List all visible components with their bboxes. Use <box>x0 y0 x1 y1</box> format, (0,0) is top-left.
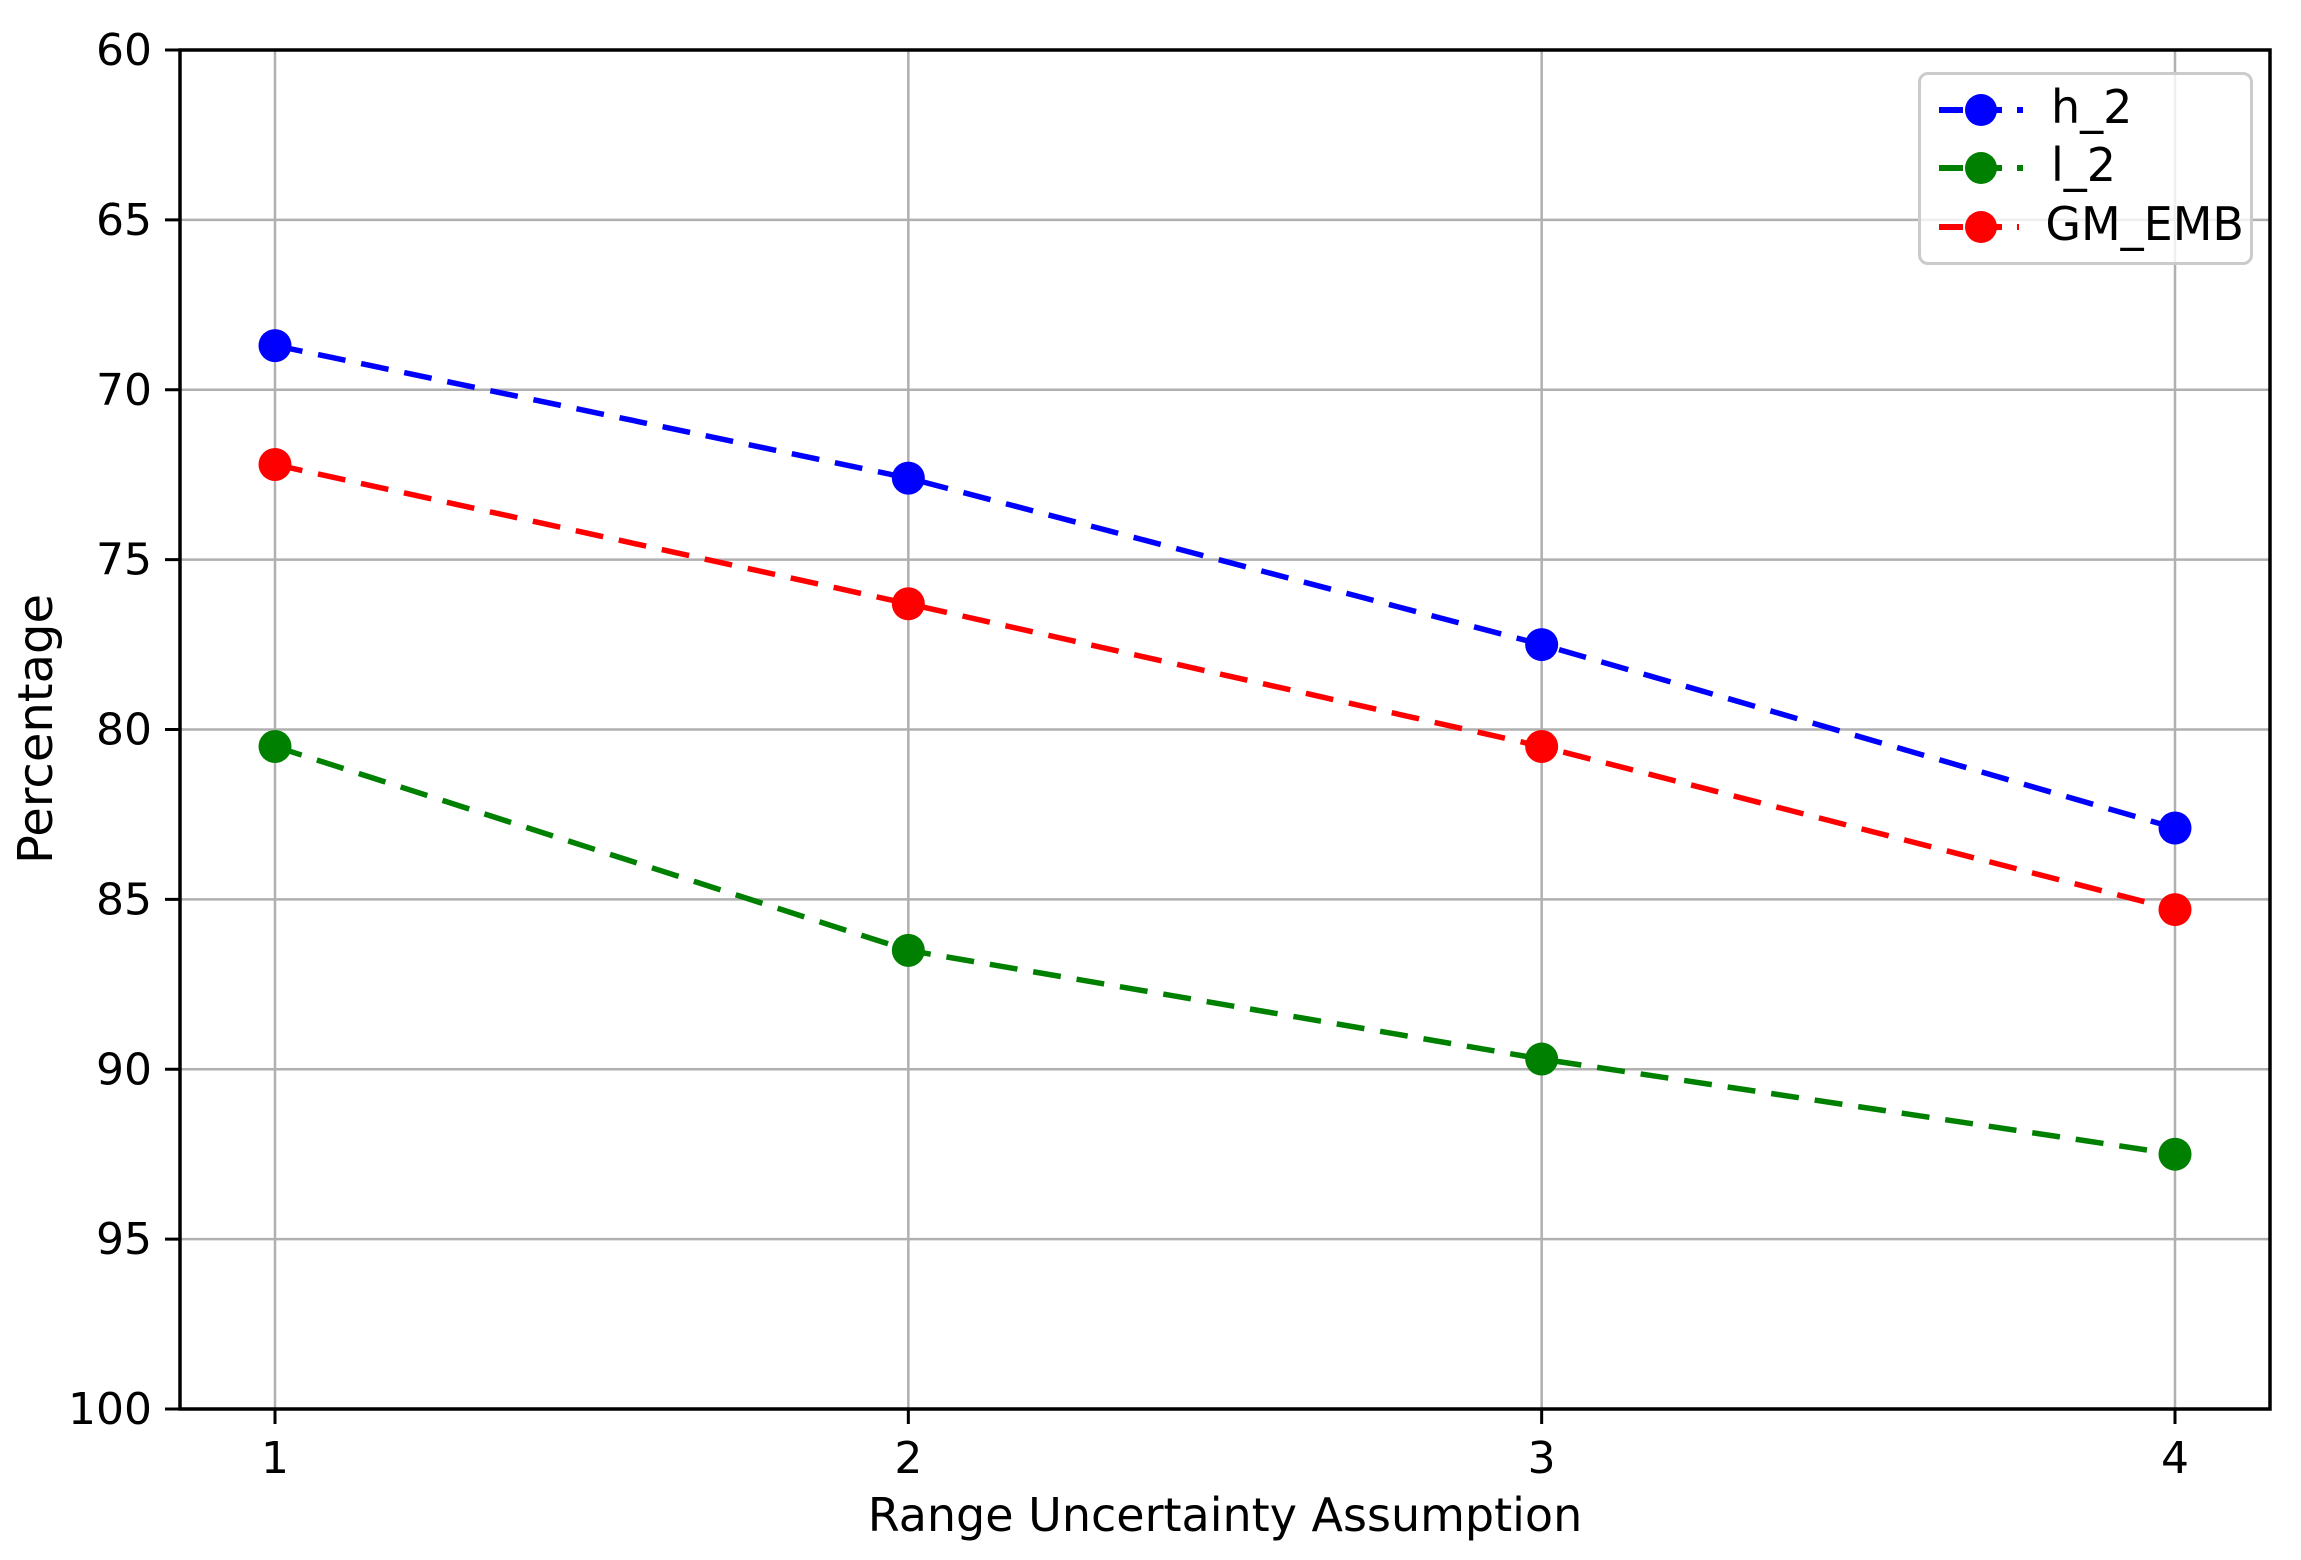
legend-item-h_2: h_2 <box>1937 84 2244 136</box>
x-tick-label: 2 <box>894 1433 922 1484</box>
data-point-l_2-x1 <box>258 729 292 763</box>
legend-label-h_2: h_2 <box>2051 80 2133 135</box>
legend-marker-circle-h_2 <box>1965 94 1997 127</box>
plot-border <box>178 48 2272 1411</box>
legend-label-l_2: l_2 <box>2051 138 2117 193</box>
y-tick-label: 95 <box>96 1214 152 1265</box>
data-point-l_2-x4 <box>2158 1137 2192 1171</box>
series-line-h_2 <box>274 342 2176 831</box>
legend-label-GM_EMB: GM_EMB <box>2045 196 2244 251</box>
legend-item-l_2: l_2 <box>1937 142 2244 194</box>
legend: h_2 l_2 GM_EMB <box>1918 72 2253 265</box>
y-tick-label: 100 <box>68 1384 152 1435</box>
data-point-l_2-x3 <box>1525 1042 1559 1076</box>
y-tick-label: 65 <box>96 195 152 246</box>
data-point-GM_EMB-x4 <box>2158 893 2192 927</box>
data-point-h_2-x4 <box>2158 811 2192 845</box>
x-tick-label: 1 <box>261 1433 289 1484</box>
legend-sample-l_2 <box>1939 152 2023 185</box>
y-tick-label: 90 <box>96 1044 152 1095</box>
y-tick-label: 70 <box>96 365 152 416</box>
data-point-h_2-x3 <box>1525 628 1559 662</box>
y-tick-label: 75 <box>96 535 152 586</box>
data-point-GM_EMB-x2 <box>891 587 925 621</box>
legend-sample-GM_EMB <box>1939 210 2020 243</box>
legend-item-GM_EMB: GM_EMB <box>1937 201 2244 253</box>
data-point-GM_EMB-x1 <box>258 447 292 481</box>
data-point-GM_EMB-x3 <box>1525 729 1559 763</box>
x-axis-label: Range Uncertainty Assumption <box>867 1488 1583 1542</box>
y-tick-label: 85 <box>96 874 152 925</box>
y-tick-label: 80 <box>96 705 152 756</box>
x-tick-label: 3 <box>1528 1433 1556 1484</box>
series-line-l_2 <box>274 743 2176 1157</box>
data-point-l_2-x2 <box>891 933 925 967</box>
legend-marker-circle-l_2 <box>1965 152 1997 185</box>
data-point-h_2-x2 <box>891 461 925 495</box>
series-line-GM_EMB <box>274 461 2176 913</box>
data-point-h_2-x1 <box>258 329 292 363</box>
legend-sample-h_2 <box>1939 94 2023 127</box>
legend-marker-circle-GM_EMB <box>1965 210 1997 243</box>
x-tick-label: 4 <box>2161 1433 2189 1484</box>
y-axis-label: Percentage <box>8 593 64 865</box>
y-tick-label: 60 <box>96 25 152 76</box>
